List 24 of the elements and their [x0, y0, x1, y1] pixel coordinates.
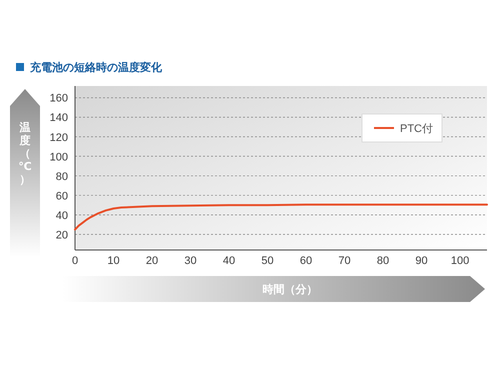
y-tick-label: 120: [50, 132, 68, 144]
y-tick-label: 40: [56, 210, 68, 222]
y-tick-label: 60: [56, 190, 68, 202]
y-tick-label: 140: [50, 112, 68, 124]
y-tick-label: 20: [56, 229, 68, 242]
x-tick-label: 60: [300, 255, 312, 267]
y-axis-title: 温度（℃）: [18, 121, 32, 186]
x-axis-title: 時間（分）: [262, 283, 318, 296]
x-tick-label: 80: [376, 255, 390, 267]
y-tick-label: 160: [50, 92, 68, 105]
legend-label: PTC付: [400, 123, 433, 135]
y-tick-label: 80: [56, 170, 68, 183]
x-tick-label: 40: [222, 255, 236, 267]
x-tick-label: 90: [415, 255, 428, 267]
x-tick-label: 10: [107, 255, 120, 267]
chart-title: 充電池の短絡時の温度変化: [29, 61, 163, 74]
line-series: [74, 204, 488, 230]
x-tick-label: 0: [72, 255, 78, 267]
x-tick-label: 20: [146, 255, 158, 267]
y-tick-label: 100: [50, 151, 68, 164]
x-tick-label: 70: [338, 255, 351, 267]
x-tick-label: 50: [261, 255, 274, 267]
x-tick-label: 100: [450, 255, 470, 267]
x-tick-label: 30: [184, 255, 197, 267]
